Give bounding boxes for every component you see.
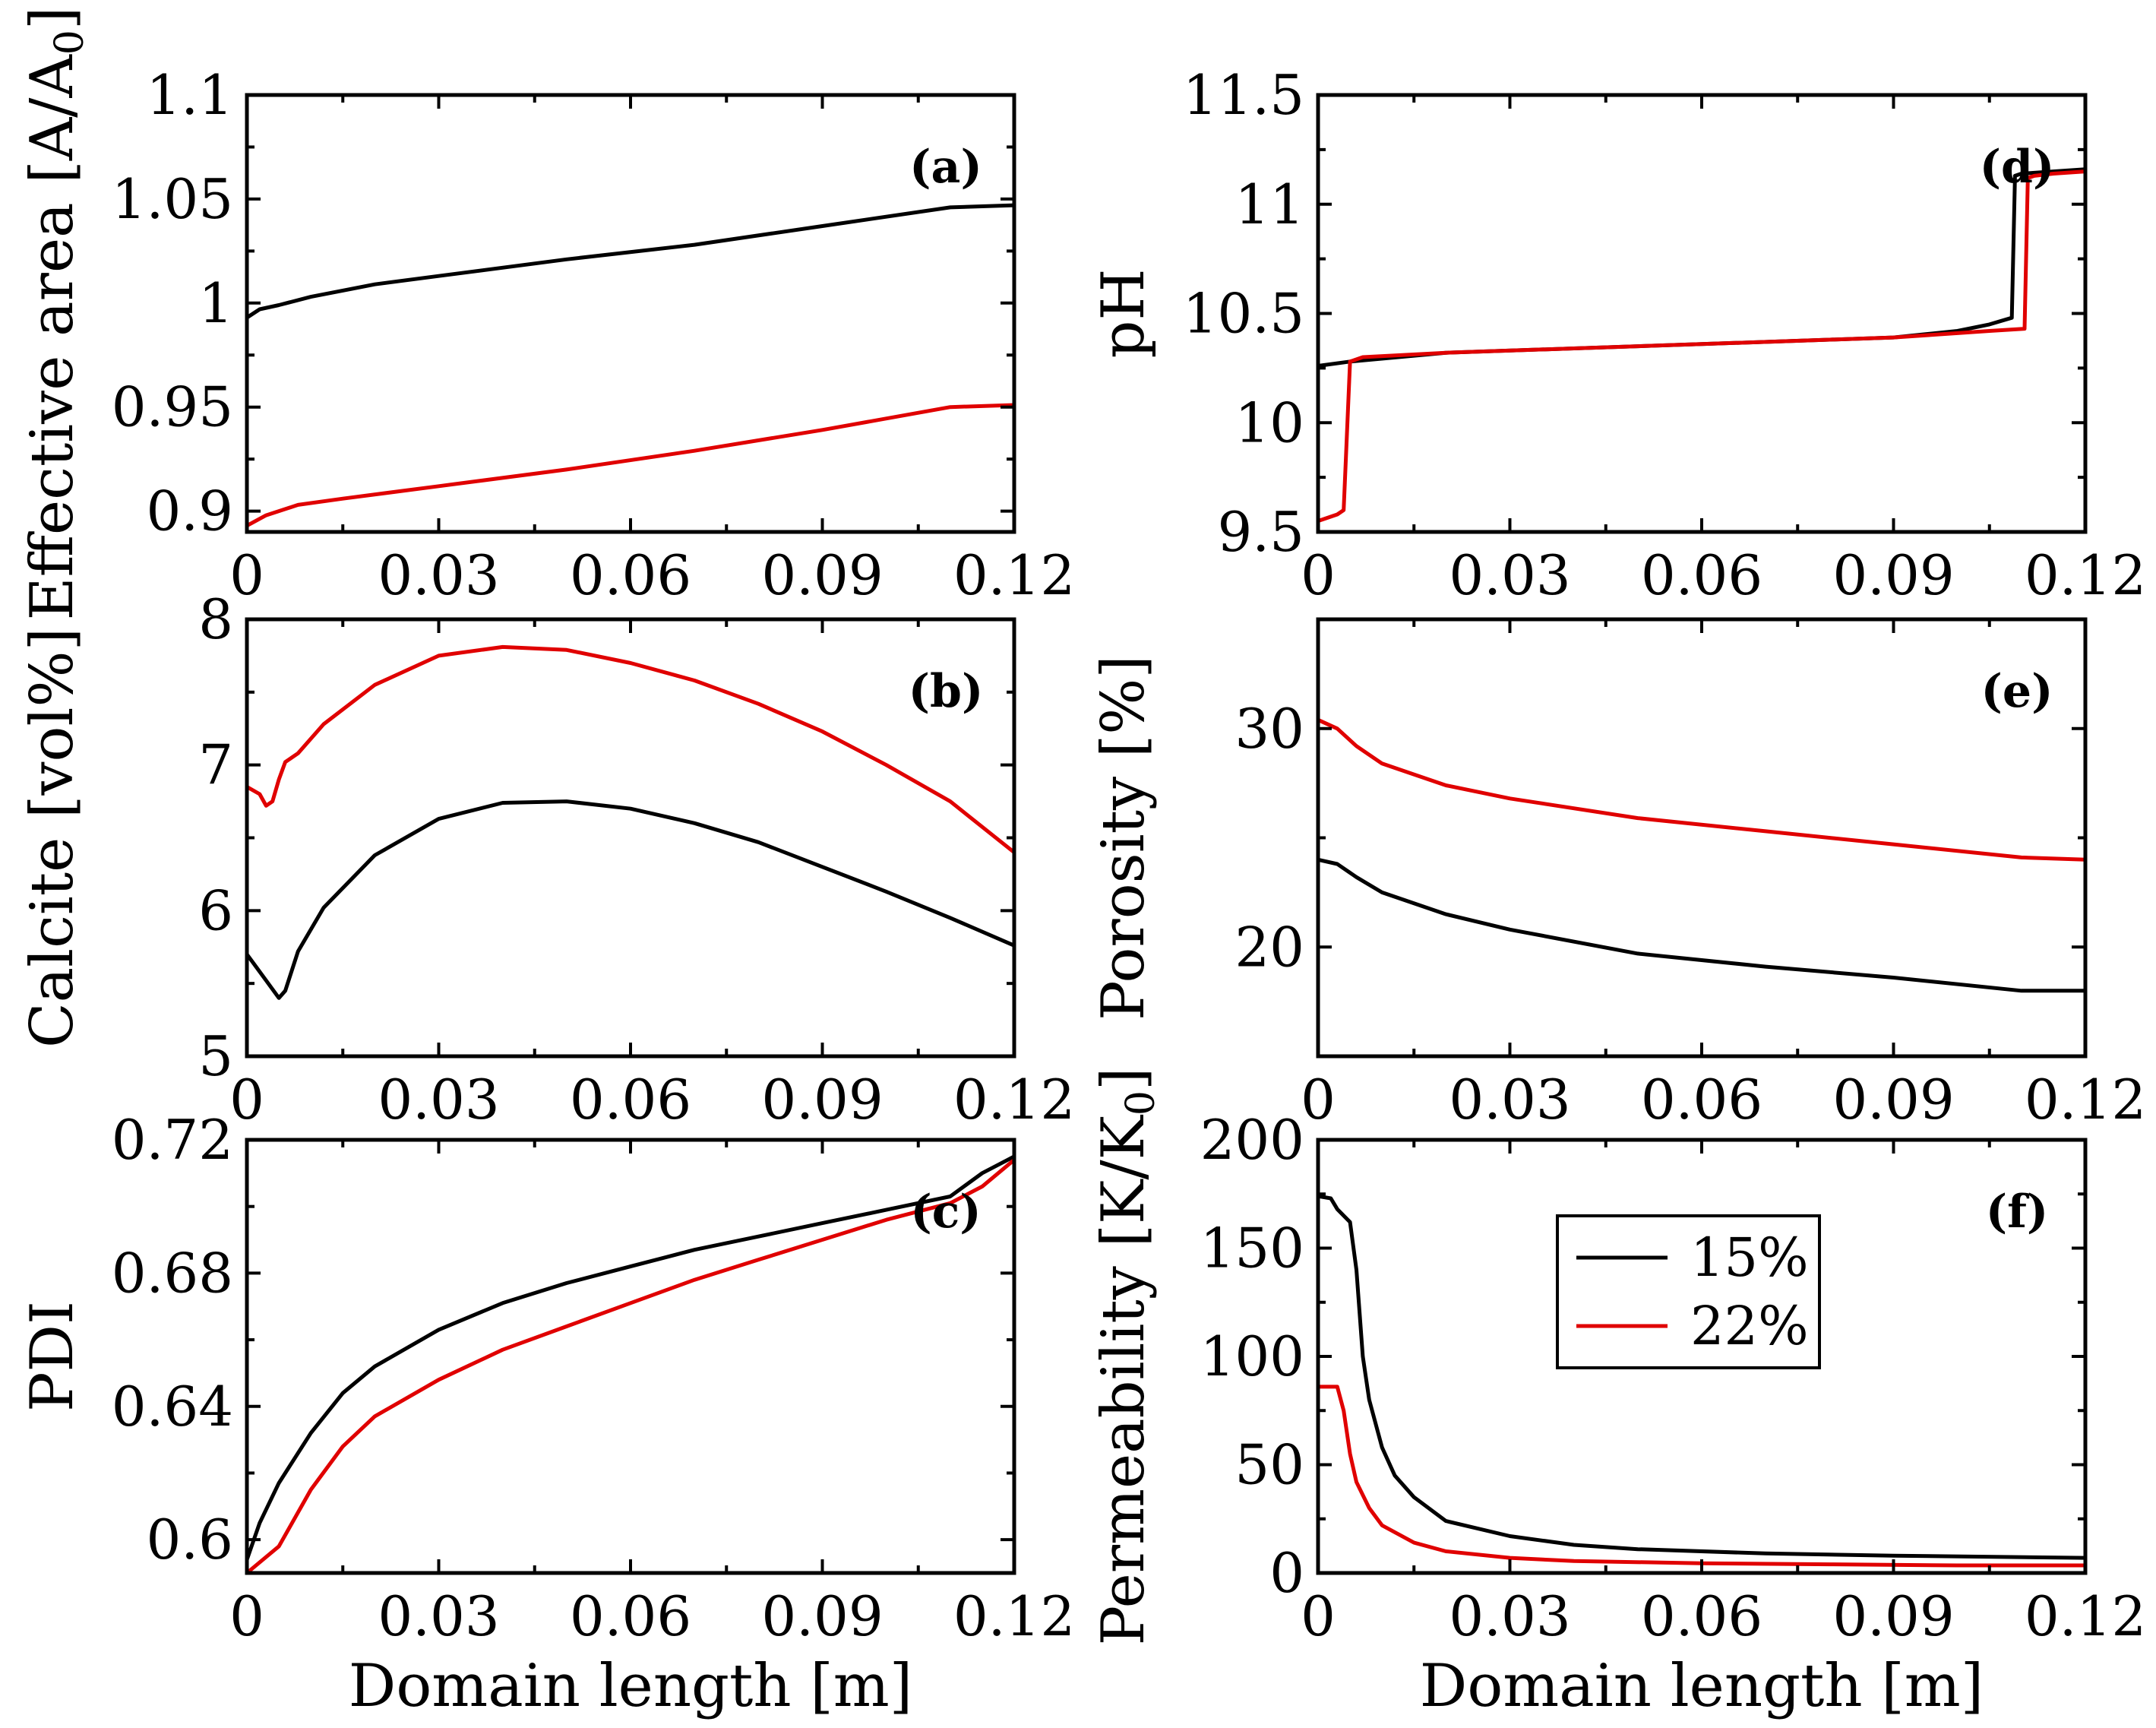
y-tick-label: 8 — [198, 587, 233, 651]
x-tick-label: 0 — [1301, 1584, 1336, 1648]
y-tick-label: 1.1 — [146, 63, 233, 127]
y-tick-label: 0.72 — [112, 1108, 233, 1172]
y-tick-label: 50 — [1234, 1433, 1304, 1497]
panel-label-c: (c) — [910, 1185, 981, 1239]
x-tick-label: 0.09 — [761, 543, 883, 607]
panel-label-d: (d) — [1980, 141, 2055, 194]
series-line-c-15 — [245, 1154, 1016, 1561]
panel-d: 0 0.03 0.06 0.09 0.12 9.5 10 10.5 11 11.5 (d) pH — [1089, 63, 2146, 607]
panel-a: 0 0.03 0.06 0.09 0.12 0.9 0.95 1 1.05 1.1 (a) Effec… — [18, 7, 1075, 621]
y-tick-label: 0.68 — [112, 1241, 233, 1305]
panel-e: 0 0.03 0.06 0.09 0.12 20 30 (e) Porosity [%] — [1089, 617, 2146, 1131]
y-tick-label: 1.05 — [112, 167, 233, 231]
series-line-f-22 — [1318, 1385, 2085, 1568]
x-tick-label: 0.09 — [1832, 1068, 1954, 1131]
x-tick-label: 0.06 — [570, 1068, 691, 1131]
y-tick-label: 0.95 — [112, 375, 233, 439]
y-tick-label: 10 — [1234, 391, 1304, 454]
y-tick-label: 0 — [1269, 1541, 1304, 1605]
x-tick-label: 0.03 — [378, 1068, 499, 1131]
panel-b: 0 0.03 0.06 0.09 0.12 5 6 7 8 (b) Calcite [vol%] — [18, 587, 1075, 1131]
x-tick-label: 0.03 — [378, 543, 499, 607]
x-tick-label: 0 — [1301, 543, 1336, 607]
y-tick-label: 20 — [1234, 915, 1304, 979]
x-tick-label: 0.06 — [570, 543, 691, 607]
y-axis-label-a: Effective area [A/A0] — [18, 7, 93, 621]
x-tick-label: 0.09 — [761, 1584, 883, 1648]
y-tick-label: 1 — [198, 271, 233, 335]
y-tick-label: 0.64 — [112, 1375, 233, 1438]
y-tick-label: 0.6 — [146, 1508, 233, 1571]
x-tick-label: 0 — [229, 1068, 264, 1131]
x-tick-label: 0.06 — [1641, 543, 1762, 607]
series-line-b-15 — [245, 799, 1015, 1000]
x-tick-label: 0.12 — [953, 1584, 1075, 1648]
legend: 15% 22% — [1556, 1214, 1821, 1369]
x-tick-label: 0 — [229, 543, 264, 607]
panel-label-a: (a) — [909, 141, 982, 194]
x-tick-label: 0.03 — [1449, 1584, 1570, 1648]
x-tick-label: 0.09 — [1832, 1584, 1954, 1648]
x-tick-label: 0.12 — [953, 543, 1075, 607]
y-tick-label: 150 — [1200, 1217, 1304, 1280]
y-axis-label-e: Porosity [%] — [1089, 655, 1158, 1021]
x-tick-label: 0.09 — [1832, 543, 1954, 607]
y-tick-label: 7 — [198, 733, 233, 797]
x-tick-label: 0 — [1301, 1068, 1336, 1131]
y-tick-label: 10.5 — [1183, 282, 1304, 346]
y-tick-label: 11 — [1234, 172, 1304, 236]
legend-box — [1556, 1214, 1821, 1369]
series-line-d-22 — [1317, 169, 2086, 523]
x-tick-label: 0.12 — [2025, 543, 2146, 607]
panel-c: 0 0.03 0.06 0.09 0.12 0.6 0.64 0.68 0.72 (c) PDI Do… — [18, 1108, 1075, 1720]
y-tick-label: 30 — [1234, 697, 1304, 761]
y-tick-label: 9.5 — [1217, 500, 1304, 564]
series-line-e-15 — [1317, 857, 2085, 993]
x-tick-label: 0.06 — [1641, 1584, 1762, 1648]
series-line-a-22 — [245, 403, 1015, 527]
x-axis-label-f: Domain length [m] — [1420, 1652, 1984, 1720]
panel-label-f: (f) — [1986, 1185, 2049, 1239]
x-tick-label: 0.06 — [570, 1584, 691, 1648]
x-tick-label: 0 — [229, 1584, 264, 1648]
y-tick-label: 0.9 — [146, 479, 233, 543]
x-tick-label: 0.03 — [1449, 543, 1570, 607]
series-line-f-15 — [1317, 1194, 2086, 1560]
x-tick-label: 0.03 — [378, 1584, 499, 1648]
x-axis-label-c: Domain length [m] — [349, 1652, 912, 1720]
y-tick-label: 200 — [1200, 1108, 1304, 1172]
y-tick-label: 5 — [198, 1024, 233, 1088]
x-tick-label: 0.12 — [2025, 1584, 2146, 1648]
y-axis-label-d: pH — [1089, 269, 1158, 359]
x-tick-label: 0.09 — [761, 1068, 883, 1131]
x-tick-label: 0.06 — [1641, 1068, 1762, 1131]
y-axis-label-b: Calcite [vol%] — [18, 628, 87, 1048]
legend-label-22: 22% — [1690, 1295, 1809, 1357]
series-line-e-22 — [1317, 718, 2086, 862]
y-tick-label: 6 — [198, 878, 233, 942]
x-tick-label: 0.03 — [1449, 1068, 1570, 1131]
x-tick-label: 0.12 — [2025, 1068, 2146, 1131]
y-axis-label-f: Permeability [K/K0] — [1089, 1068, 1164, 1646]
series-line-b-22 — [245, 644, 1016, 854]
series-line-c-22 — [245, 1158, 1016, 1575]
series-line-a-15 — [245, 203, 1015, 320]
panel-label-e: (e) — [1981, 665, 2053, 718]
panels: 0 0.03 0.06 0.09 0.12 0.9 0.95 1 1.05 1.1 (a) Effec… — [18, 7, 2146, 1720]
x-tick-label: 0.12 — [953, 1068, 1075, 1131]
legend-label-15: 15% — [1690, 1226, 1809, 1289]
y-tick-label: 11.5 — [1183, 63, 1304, 127]
panel-label-b: (b) — [909, 665, 984, 718]
panel-f: 0 0.03 0.06 0.09 0.12 0 50 100 150 200 (f) Permeabi… — [1089, 1068, 2146, 1720]
y-tick-label: 100 — [1200, 1324, 1304, 1388]
y-axis-label-c: PDI — [18, 1301, 87, 1412]
